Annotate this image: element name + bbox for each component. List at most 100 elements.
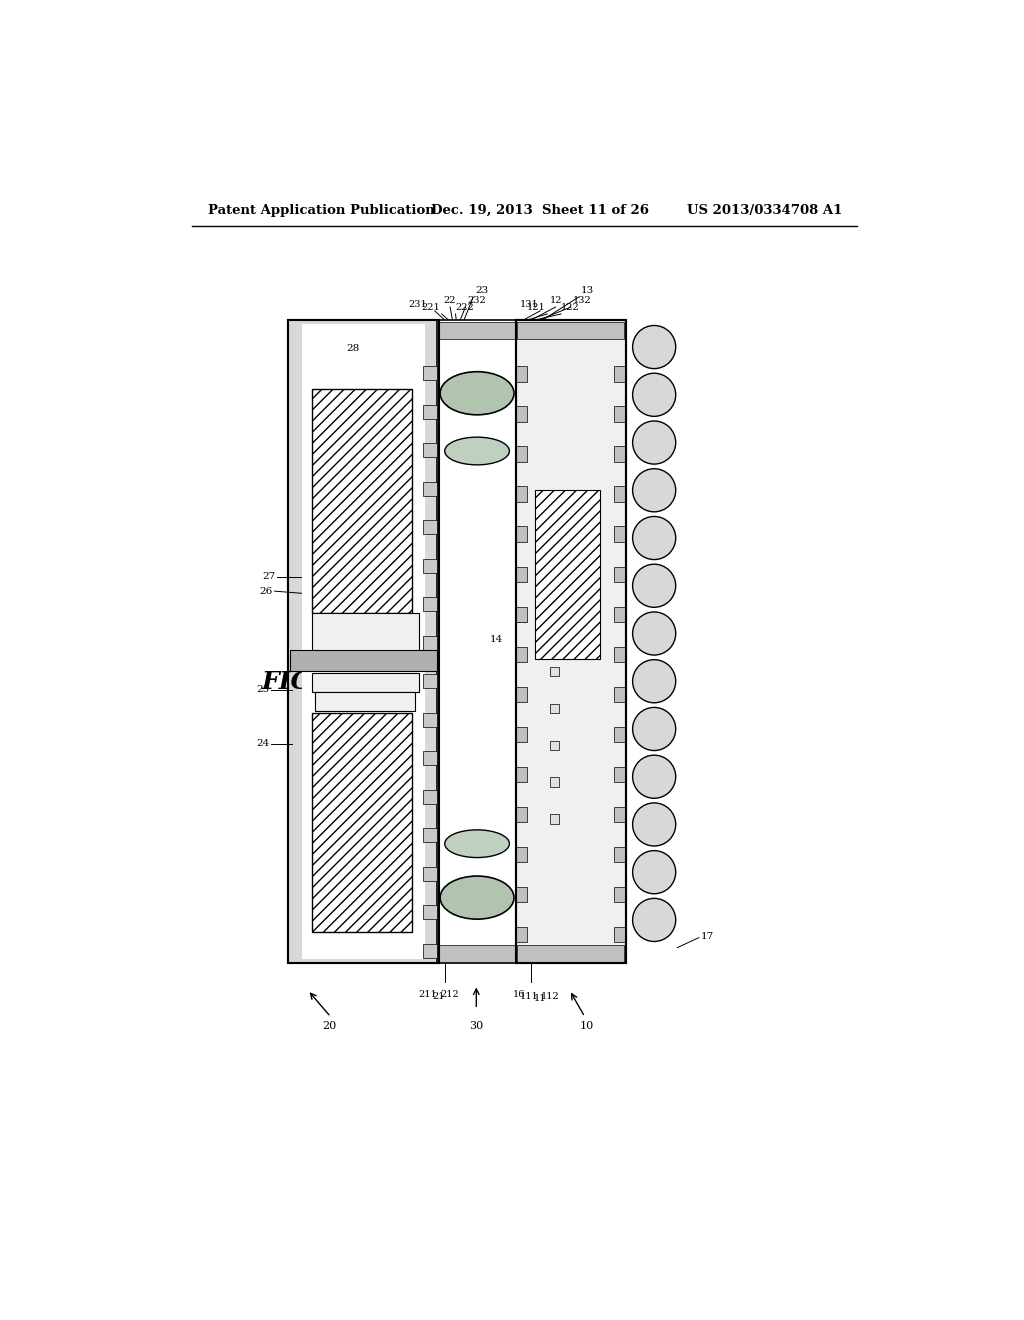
Bar — [311, 713, 412, 932]
Bar — [515, 566, 527, 582]
Bar — [423, 789, 437, 804]
Bar — [614, 527, 625, 543]
Text: 16: 16 — [513, 990, 525, 999]
Bar — [515, 527, 527, 543]
Bar — [614, 367, 625, 381]
Bar — [515, 927, 527, 942]
Bar — [614, 847, 625, 862]
Bar — [311, 673, 419, 692]
Text: 211: 211 — [419, 990, 437, 999]
Bar — [423, 444, 437, 457]
Text: 232: 232 — [467, 296, 485, 305]
Bar — [438, 322, 515, 339]
Bar — [423, 944, 437, 958]
Text: 28: 28 — [347, 345, 360, 352]
Bar — [423, 482, 437, 496]
Bar — [423, 751, 437, 766]
Ellipse shape — [633, 850, 676, 894]
Bar — [438, 945, 515, 961]
Bar — [423, 597, 437, 611]
Bar — [302, 323, 425, 960]
Bar — [515, 367, 527, 381]
Bar — [550, 667, 559, 676]
Bar — [515, 847, 527, 862]
Text: 112: 112 — [541, 991, 559, 1001]
Text: 14: 14 — [490, 635, 503, 644]
Ellipse shape — [633, 755, 676, 799]
Text: 13: 13 — [581, 285, 594, 294]
Ellipse shape — [633, 469, 676, 512]
Bar — [614, 446, 625, 462]
Bar — [311, 389, 412, 612]
Bar — [614, 686, 625, 702]
Text: 1: 1 — [350, 652, 357, 663]
Bar — [311, 612, 419, 651]
Text: 221: 221 — [421, 302, 440, 312]
Bar — [315, 651, 416, 671]
Bar — [290, 322, 437, 961]
Ellipse shape — [440, 876, 514, 919]
Bar — [614, 647, 625, 663]
Bar — [614, 807, 625, 822]
Bar — [515, 807, 527, 822]
Bar — [614, 767, 625, 781]
Text: 231: 231 — [409, 301, 427, 309]
Ellipse shape — [444, 437, 509, 465]
Bar — [423, 675, 437, 688]
Bar — [515, 686, 527, 702]
Bar — [614, 566, 625, 582]
Text: 25: 25 — [256, 685, 269, 694]
Text: 121: 121 — [526, 302, 546, 312]
Text: 222: 222 — [456, 302, 474, 312]
Bar — [535, 490, 600, 659]
Bar — [423, 829, 437, 842]
Text: 111: 111 — [520, 991, 539, 1001]
Text: 131: 131 — [520, 301, 539, 309]
Bar — [423, 558, 437, 573]
Ellipse shape — [633, 564, 676, 607]
Ellipse shape — [633, 421, 676, 465]
Text: 21: 21 — [432, 991, 444, 1001]
Bar — [423, 405, 437, 418]
Bar — [550, 777, 559, 787]
Text: 26: 26 — [260, 586, 273, 595]
Text: 24: 24 — [256, 739, 269, 748]
Bar — [614, 407, 625, 422]
Ellipse shape — [440, 372, 514, 414]
Ellipse shape — [633, 803, 676, 846]
Ellipse shape — [633, 660, 676, 702]
Bar — [290, 649, 437, 671]
Bar — [423, 867, 437, 880]
Text: 11: 11 — [534, 994, 547, 1003]
Text: 12: 12 — [549, 296, 562, 305]
Ellipse shape — [633, 374, 676, 416]
Bar — [423, 713, 437, 726]
Bar — [515, 321, 626, 964]
Text: 22: 22 — [443, 296, 457, 305]
Bar — [614, 487, 625, 502]
Bar — [423, 367, 437, 380]
Text: 132: 132 — [572, 296, 591, 305]
Bar — [614, 927, 625, 942]
Bar — [515, 407, 527, 422]
Bar — [515, 647, 527, 663]
Text: 23: 23 — [475, 285, 488, 294]
Text: 27: 27 — [262, 572, 275, 581]
Text: 17: 17 — [700, 932, 714, 941]
Bar — [614, 607, 625, 622]
Ellipse shape — [633, 326, 676, 368]
Ellipse shape — [633, 899, 676, 941]
Ellipse shape — [633, 708, 676, 751]
Bar — [614, 726, 625, 742]
Bar — [515, 887, 527, 903]
Text: 122: 122 — [561, 302, 580, 312]
Bar — [550, 814, 559, 824]
Bar — [515, 321, 626, 964]
Bar — [423, 520, 437, 535]
Bar — [515, 767, 527, 781]
Bar — [423, 636, 437, 649]
Bar — [614, 887, 625, 903]
Text: FIG. 12: FIG. 12 — [261, 671, 364, 694]
Bar — [515, 607, 527, 622]
Bar — [550, 741, 559, 750]
